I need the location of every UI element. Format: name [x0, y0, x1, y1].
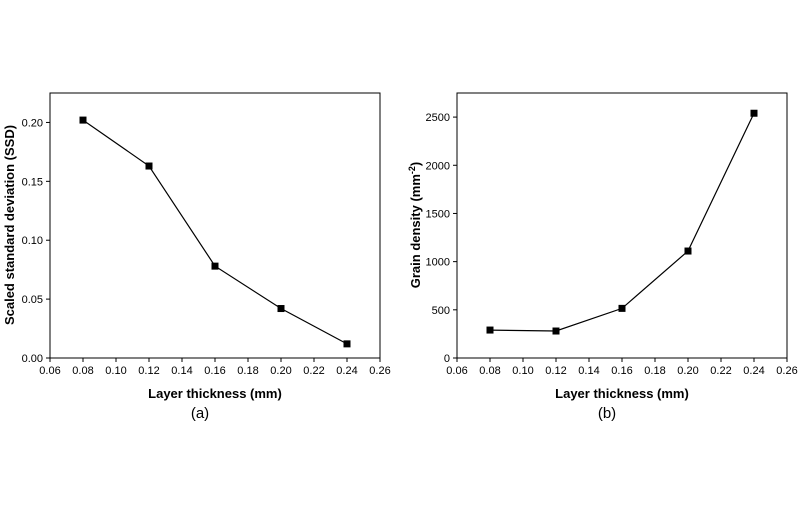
panel-a-points	[79, 116, 351, 348]
x-tick-label: 0.08	[72, 365, 93, 377]
data-point	[486, 326, 494, 334]
data-point	[750, 109, 758, 117]
panel-b-points	[486, 109, 758, 335]
panel-b-x-axis-title: Layer thickness (mm)	[555, 386, 689, 401]
panel-b-y-axis-title-main: Grain density (mm	[408, 174, 423, 288]
x-tick-label: 0.10	[105, 365, 126, 377]
x-tick-label: 0.26	[776, 365, 797, 377]
x-tick-label: 0.08	[479, 365, 500, 377]
x-tick-label: 0.24	[336, 365, 357, 377]
panel-b-y-axis-title-sup: -2	[407, 166, 417, 174]
panel-b-series-line	[489, 112, 755, 332]
panel-a-x-axis-title: Layer thickness (mm)	[148, 386, 282, 401]
x-tick-label: 0.06	[446, 365, 467, 377]
y-tick-label: 0.20	[22, 117, 43, 129]
x-tick-label: 0.10	[512, 365, 533, 377]
panel-b-x-ticks: 0.06 0.08 0.10 0.12 0.14 0.16 0.18 0.20 0.22 0.24…	[446, 358, 798, 377]
data-point	[618, 304, 626, 312]
data-point	[211, 262, 219, 270]
y-tick-label: 2000	[426, 160, 450, 172]
x-tick-label: 0.20	[270, 365, 291, 377]
x-tick-label: 0.12	[138, 365, 159, 377]
y-tick-label: 1500	[426, 208, 450, 220]
panel-b: 0.06 0.08 0.10 0.12 0.14 0.16 0.18 0.20 0.22 0.24…	[407, 92, 798, 422]
x-tick-label: 0.06	[39, 365, 60, 377]
panel-a-x-ticks: 0.06 0.08 0.10 0.12 0.14 0.16 0.18 0.20 0.22 0.24…	[39, 358, 391, 377]
x-tick-label: 0.14	[578, 365, 599, 377]
data-point	[684, 247, 692, 255]
y-tick-label: 1000	[426, 257, 450, 269]
panel-b-label: (b)	[598, 405, 616, 422]
data-point	[343, 340, 351, 348]
x-tick-label: 0.18	[237, 365, 258, 377]
data-point	[552, 327, 560, 335]
x-tick-label: 0.16	[204, 365, 225, 377]
panel-a-y-ticks: 0.00 0.05 0.10 0.15 0.20	[22, 117, 50, 365]
panel-b-frame	[456, 92, 788, 359]
y-tick-label: 2500	[426, 112, 450, 124]
x-tick-label: 0.18	[644, 365, 665, 377]
x-tick-label: 0.14	[171, 365, 192, 377]
y-tick-label: 0.05	[22, 294, 43, 306]
data-point	[277, 305, 285, 313]
panel-a-frame	[49, 92, 381, 359]
panel-b-y-axis-title: Grain density (mm-2)	[407, 162, 423, 289]
x-tick-label: 0.20	[677, 365, 698, 377]
panel-a-series-line	[82, 119, 348, 345]
x-tick-label: 0.12	[545, 365, 566, 377]
panel-a: 0.06 0.08 0.10 0.12 0.14 0.16 0.18 0.20 0.22 0.24…	[2, 92, 391, 422]
y-tick-label: 0	[444, 353, 450, 365]
panel-a-y-axis-title: Scaled standard deviation (SSD)	[2, 125, 17, 325]
x-tick-label: 0.16	[611, 365, 632, 377]
x-tick-label: 0.22	[303, 365, 324, 377]
panel-a-label: (a)	[191, 405, 209, 422]
panel-b-y-axis-title-tail: )	[408, 162, 423, 166]
x-tick-label: 0.24	[743, 365, 764, 377]
y-tick-label: 500	[432, 305, 450, 317]
y-tick-label: 0.10	[22, 235, 43, 247]
y-tick-label: 0.00	[22, 353, 43, 365]
panel-b-y-ticks: 0 500 1000 1500 2000 2500	[426, 112, 457, 365]
y-tick-label: 0.15	[22, 176, 43, 188]
x-tick-label: 0.22	[710, 365, 731, 377]
x-tick-label: 0.26	[369, 365, 390, 377]
data-point	[79, 116, 87, 124]
data-point	[145, 162, 153, 170]
